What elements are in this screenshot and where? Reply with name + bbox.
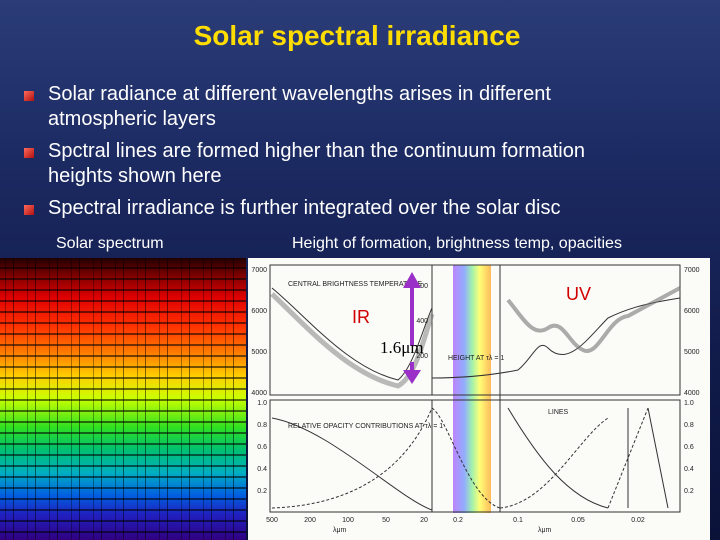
figure-label: RELATIVE OPACITY CONTRIBUTIONS AT τλ = 1 [288, 423, 443, 430]
annotation: UV [566, 284, 592, 304]
tick-label: 6000 [684, 308, 700, 315]
tick-label: 1.0 [684, 400, 694, 407]
tick-label: 0.6 [684, 444, 694, 451]
bullet-list: Solar radiance at different wavelengths … [24, 82, 648, 228]
annotation: 1.6μm [380, 338, 424, 357]
tick-label: 200 [304, 517, 316, 524]
bullet: Spectral irradiance is further integrate… [24, 196, 648, 221]
tick-label: 0.2 [453, 517, 463, 524]
tick-label: 200 [416, 353, 428, 360]
slide-title: Solar spectral irradiance [193, 20, 521, 51]
caption: Height of formation, brightness temp, op… [292, 235, 622, 252]
tick-label: 500 [266, 517, 278, 524]
figure-label: λμm [538, 527, 552, 534]
tick-label: 100 [342, 517, 354, 524]
figure-label: λμm [333, 527, 347, 534]
tick-label: 6000 [251, 308, 267, 315]
tick-label: 400 [416, 318, 428, 325]
tick-label: 7000 [251, 267, 267, 274]
tick-label: 0.8 [257, 422, 267, 429]
caption: Solar spectrum [56, 235, 164, 252]
tick-label: 1.0 [257, 400, 267, 407]
arrows [403, 272, 421, 384]
tick-label: 0.2 [684, 488, 694, 495]
bullet: Spctral lines are formed higher than the… [24, 139, 648, 189]
tick-label: 20 [420, 517, 428, 524]
tick-label: 0.4 [257, 466, 267, 473]
tick-labels: 7000 7000 6000 6000 5000 5000 4000 4000 600 400 20… [251, 267, 699, 524]
tick-label: 0.2 [257, 488, 267, 495]
bullet: Solar radiance at different wavelengths … [24, 82, 648, 132]
tick-label: 0.1 [513, 517, 523, 524]
tick-label: 7000 [684, 267, 700, 274]
tick-label: 600 [416, 283, 428, 290]
tick-label: 4000 [684, 390, 700, 397]
tick-label: 0.4 [684, 466, 694, 473]
figure: CENTRAL BRIGHTNESS TEMPERATURE RELATIVE … [248, 258, 710, 540]
figure-label: HEIGHT AT τλ = 1 [448, 355, 504, 362]
tick-label: 5000 [251, 349, 267, 356]
tick-label: 0.05 [571, 517, 585, 524]
tick-label: 0.6 [257, 444, 267, 451]
tick-label: 0.02 [631, 517, 645, 524]
tick-label: 4000 [251, 390, 267, 397]
annotation: IR [352, 307, 370, 327]
tick-label: 5000 [684, 349, 700, 356]
tick-label: 50 [382, 517, 390, 524]
tick-label: 0.8 [684, 422, 694, 429]
figure-label: CENTRAL BRIGHTNESS TEMPERATURE [288, 281, 422, 288]
figure-label: LINES [548, 409, 569, 416]
spectrum-image [0, 258, 246, 540]
